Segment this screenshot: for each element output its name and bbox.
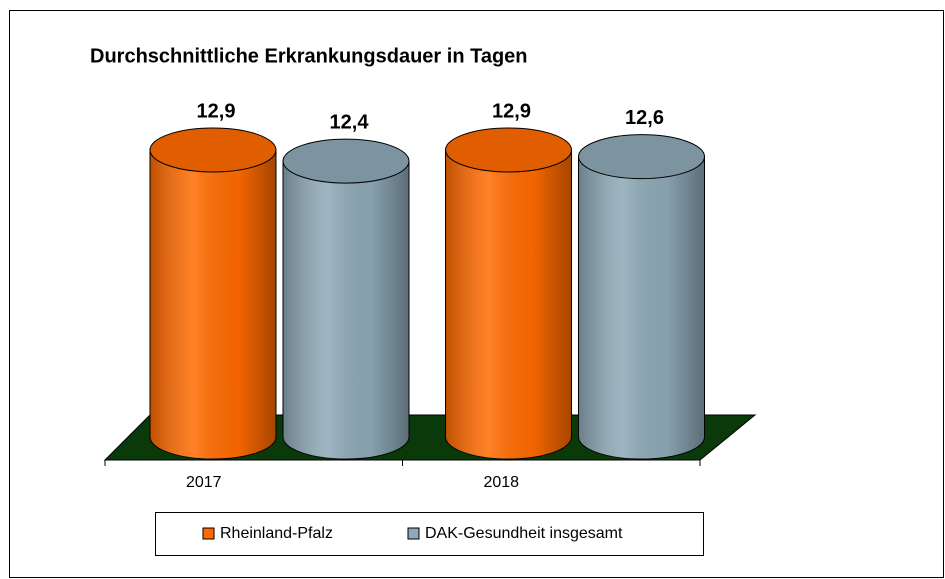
legend-swatch [202,527,215,540]
cylinder-top [445,127,572,173]
cylinder [578,134,705,460]
legend-label: Rheinland-Pfalz [220,525,333,542]
cylinder-top-shade [445,127,572,172]
legend-label: DAK-Gesundheit insgesamt [425,525,623,542]
cylinder [445,127,572,460]
cylinder [149,127,277,460]
cylinder-shade [578,156,705,459]
cylinder-shade [445,149,572,459]
cylinder-top [578,134,705,180]
value-label: 12,4 [330,111,370,133]
chart-title: Durchschnittliche Erkrankungsdauer in Ta… [90,45,528,67]
cylinder-top-shade [283,139,409,184]
x-tick-label: 2017 [186,474,222,491]
value-label: 12,9 [197,100,236,122]
cylinder-top [282,138,410,184]
cylinder-shade [283,161,409,459]
x-tick-label: 2018 [483,474,519,491]
cylinder-shade [150,149,276,459]
cylinder-top [149,127,277,173]
cylinder-top-shade [150,127,276,172]
value-label: 12,6 [625,107,664,129]
legend-box [155,512,704,556]
legend-swatch [407,527,420,540]
cylinder [282,138,410,460]
value-label: 12,9 [492,100,531,122]
cylinder-top-shade [578,134,705,179]
